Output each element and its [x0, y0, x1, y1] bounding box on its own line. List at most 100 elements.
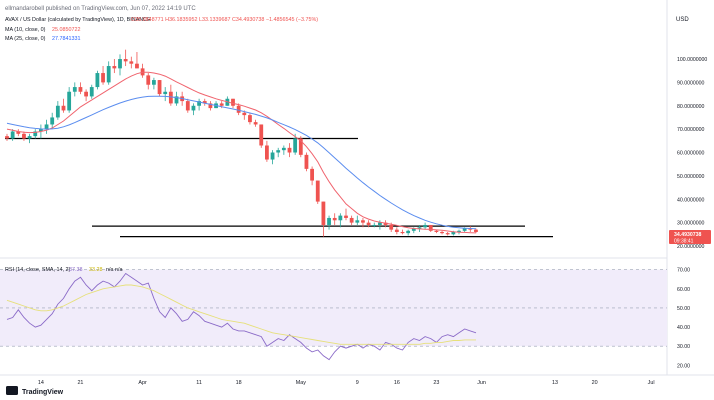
candle-body	[168, 91, 173, 104]
candle-body	[468, 228, 473, 230]
candle-body	[135, 63, 139, 69]
candle-body	[355, 220, 360, 223]
rsi-label: RSI (14, close, SMA, 14, 2)	[5, 267, 71, 273]
rsi-tick-label: 50.00	[677, 306, 690, 312]
candle-body	[394, 229, 399, 232]
candle-body	[72, 87, 77, 92]
candle-body	[344, 215, 348, 218]
candle-body	[462, 228, 467, 231]
price-tag: 34.4930738 09:38:41	[669, 230, 711, 245]
price-tick-label: 90.0000000	[677, 80, 705, 86]
candle-body	[321, 201, 326, 225]
candle-body	[202, 101, 207, 104]
candle-body	[281, 147, 286, 151]
price-tag-box	[669, 230, 711, 244]
candle-body	[276, 150, 281, 153]
price-tick-label: 60.0000000	[677, 151, 705, 157]
logo-text: TradingView	[22, 389, 64, 396]
time-tick-label: 16	[394, 380, 400, 386]
ma25-label: MA (25, close, 0)	[5, 36, 46, 42]
candle-body	[361, 220, 365, 223]
ma10-line	[6, 71, 477, 234]
price-tick-label: 100.0000000	[677, 57, 707, 63]
candle-body	[84, 91, 88, 97]
time-tick-label: 18	[236, 380, 242, 386]
candle-body	[185, 101, 190, 111]
price-tick-label: 20.0000000	[677, 244, 705, 250]
candle-body	[112, 66, 117, 69]
candle-body	[366, 222, 371, 225]
time-tick-label: 13	[552, 380, 558, 386]
rsi-sma-value: 33.28	[89, 267, 103, 273]
candle-body	[270, 152, 275, 160]
candle-body	[457, 230, 461, 232]
candle-body	[219, 103, 224, 106]
candle-body	[310, 168, 314, 181]
candle-body	[304, 154, 309, 169]
rsi-sma-line	[6, 284, 476, 345]
candle-body	[253, 122, 258, 125]
candle-body	[78, 87, 83, 92]
price-tick-label: 50.0000000	[677, 174, 705, 180]
candle-body	[372, 224, 377, 226]
candle-body	[378, 222, 382, 225]
candle-body	[236, 105, 241, 113]
candle-body	[16, 131, 21, 134]
rsi-tick-label: 30.00	[677, 344, 690, 350]
rsi-tick-label: 60.00	[677, 287, 690, 293]
candle-body	[451, 231, 456, 235]
candle-body	[118, 59, 122, 69]
candle-body	[406, 230, 411, 234]
time-tick-label: 20	[592, 380, 598, 386]
candle-body	[287, 147, 292, 153]
currency-label: USD	[676, 17, 689, 23]
candle-body	[315, 180, 320, 202]
rsi-band	[0, 269, 667, 347]
legend: AVAX / US Dollar (calculated by TradingV…	[5, 17, 318, 42]
candle-body	[123, 59, 128, 62]
candle-body	[440, 231, 444, 234]
candle-body	[101, 73, 105, 83]
candle-body	[338, 215, 343, 221]
ma10-value: 25.0850722	[52, 27, 80, 33]
candle-body	[389, 224, 394, 230]
symbol-title: AVAX / US Dollar (calculated by TradingV…	[5, 17, 151, 23]
rsi-tick-label: 40.00	[677, 325, 690, 331]
candle-body	[327, 217, 331, 225]
ma25-line	[6, 95, 477, 230]
time-tick-label: 11	[196, 380, 202, 386]
tradingview-logo[interactable]: TradingView	[6, 386, 64, 396]
candle-body	[383, 222, 388, 225]
candle-body	[39, 129, 43, 132]
price-tag-value: 34.4930738	[674, 232, 702, 238]
candle-body	[55, 105, 60, 118]
rsi-na: n/a n/a	[106, 267, 123, 273]
time-tick-label: 9	[356, 380, 359, 386]
candle-body	[423, 224, 427, 228]
price-tick-label: 40.0000000	[677, 197, 705, 203]
candle-body	[417, 227, 422, 229]
candle-body	[129, 61, 134, 64]
candle-body	[197, 101, 201, 106]
candle-body	[152, 80, 156, 85]
candle-body	[106, 66, 111, 83]
candle-body	[349, 217, 354, 223]
candle-body	[298, 138, 303, 155]
candle-body	[5, 136, 9, 139]
price-tick-label: 30.0000000	[677, 221, 705, 227]
rsi-line	[6, 272, 477, 361]
time-tick-label: 14	[38, 380, 44, 386]
time-tick-label: 23	[433, 380, 439, 386]
price-tag-countdown: 09:38:41	[674, 239, 694, 245]
time-tick-label: Apr	[138, 380, 147, 386]
time-tick-label: Jun	[477, 380, 486, 386]
candle-body	[22, 133, 26, 139]
rsi-value: 37.38	[69, 267, 83, 273]
candle-body	[50, 117, 55, 125]
candle-body	[265, 145, 269, 160]
candle-body	[89, 87, 94, 97]
candle-body	[191, 105, 196, 111]
candle-body	[67, 91, 72, 111]
price-tick-label: 70.0000000	[677, 127, 705, 133]
